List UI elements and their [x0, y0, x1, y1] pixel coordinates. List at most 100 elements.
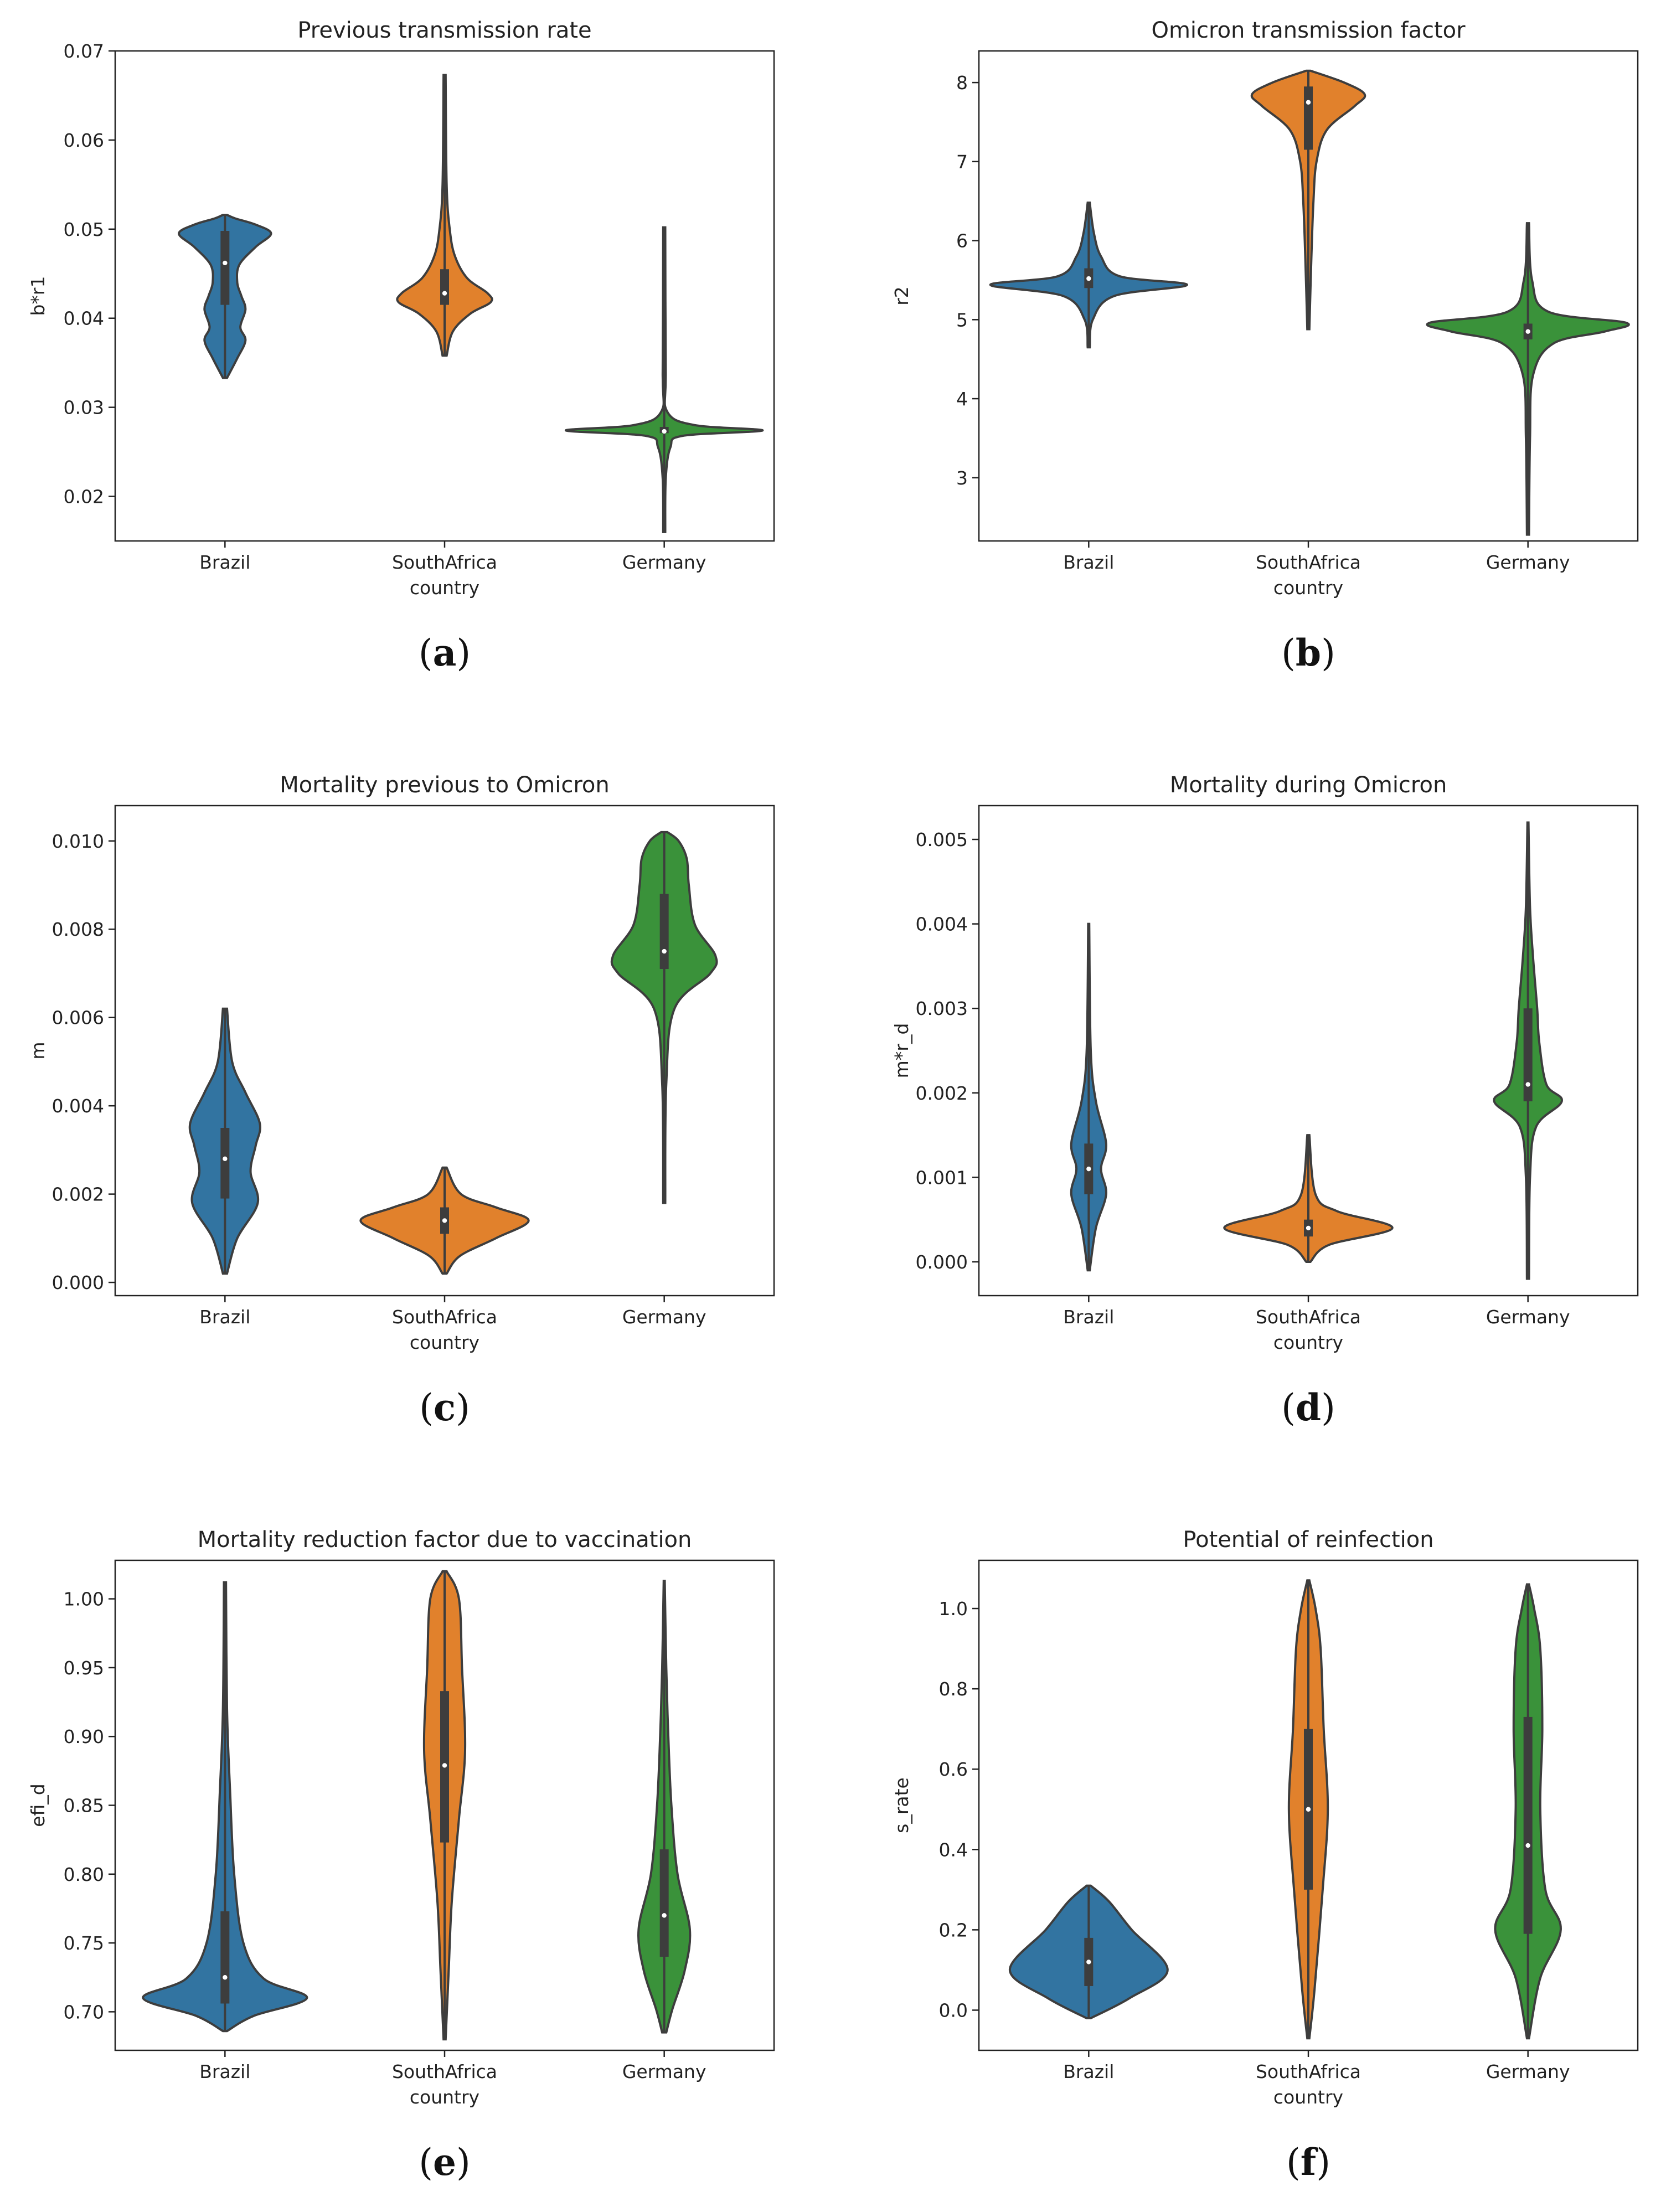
x-axis-label: country — [1273, 2086, 1343, 2108]
panel-title: Mortality previous to Omicron — [280, 772, 609, 798]
iqr-box-brazil — [220, 1911, 230, 2004]
panel-title: Mortality during Omicron — [1170, 772, 1447, 798]
panel-caption: (b) — [1281, 631, 1335, 674]
median-marker-germany — [1525, 1082, 1530, 1087]
x-tick-label: Brazil — [199, 1306, 250, 1328]
y-tick-label: 0.6 — [939, 1759, 968, 1780]
y-tick-label: 6 — [956, 230, 968, 252]
x-tick-label: Germany — [1486, 1306, 1570, 1328]
y-tick-label: 0.003 — [916, 998, 968, 1019]
iqr-box-brazil — [220, 231, 230, 305]
median-marker-brazil — [1086, 1166, 1091, 1172]
x-tick-label: Brazil — [199, 2061, 250, 2082]
y-tick-label: 0.004 — [52, 1095, 104, 1117]
x-tick-label: Brazil — [1063, 551, 1114, 573]
y-tick-label: 0.004 — [916, 914, 968, 935]
panel-b: Omicron transmission factor 3 4 5 6 7 8 Brazil S… — [891, 18, 1639, 674]
y-tick-label: 0.4 — [939, 1839, 968, 1860]
x-axis-label: country — [1273, 577, 1343, 599]
panel-caption: (f) — [1286, 2141, 1330, 2184]
x-tick-label: Germany — [1486, 2061, 1570, 2082]
y-tick-label: 4 — [956, 388, 968, 410]
x-tick-label: Brazil — [1063, 1306, 1114, 1328]
x-axis-label: country — [1273, 1332, 1343, 1353]
x-axis-label: country — [410, 577, 479, 599]
panel-title: Potential of reinfection — [1183, 1527, 1433, 1553]
y-tick-label: 0.005 — [916, 829, 968, 850]
iqr-box-southafrica — [1304, 86, 1313, 150]
y-axis-label: s_rate — [891, 1777, 912, 1833]
y-axis-label: m — [27, 1041, 49, 1059]
iqr-box-germany — [1523, 1008, 1533, 1102]
median-marker-germany — [662, 1913, 667, 1918]
y-tick-label: 8 — [956, 72, 968, 94]
y-tick-label: 0.000 — [52, 1272, 104, 1293]
median-marker-brazil — [223, 1975, 228, 1980]
x-tick-label: Germany — [622, 1306, 706, 1328]
iqr-box-southafrica — [440, 269, 449, 305]
median-marker-southafrica — [442, 291, 447, 296]
x-tick-label: Germany — [622, 2061, 706, 2082]
iqr-box-germany — [659, 1849, 669, 1957]
y-tick-label: 0.010 — [52, 831, 104, 852]
y-tick-label: 0.006 — [52, 1007, 104, 1029]
y-tick-label: 0.008 — [52, 919, 104, 940]
median-marker-southafrica — [1306, 1225, 1311, 1231]
x-tick-label: Germany — [622, 551, 706, 573]
y-axis-label: m*r_d — [891, 1023, 912, 1079]
y-tick-label: 0.0 — [939, 1999, 968, 2021]
y-tick-label: 0.02 — [64, 486, 104, 508]
y-tick-label: 0.05 — [64, 219, 104, 240]
panel-caption: (c) — [419, 1386, 470, 1429]
median-marker-brazil — [1086, 276, 1091, 281]
panel-caption: (e) — [419, 2141, 471, 2184]
median-marker-brazil — [223, 260, 228, 266]
median-marker-brazil — [223, 1156, 228, 1162]
median-marker-southafrica — [1306, 100, 1311, 105]
y-tick-label: 0.03 — [64, 397, 104, 419]
y-tick-label: 1.0 — [939, 1598, 968, 1620]
y-tick-label: 1.00 — [64, 1589, 104, 1610]
iqr-box-germany — [1523, 1716, 1533, 1934]
median-marker-germany — [1525, 329, 1530, 334]
panel-title: Previous transmission rate — [297, 18, 591, 43]
panel-title: Mortality reduction factor due to vaccin… — [198, 1527, 692, 1553]
median-marker-brazil — [1086, 1960, 1091, 1964]
y-tick-label: 0.002 — [916, 1082, 968, 1104]
median-marker-germany — [1525, 1843, 1530, 1848]
y-tick-label: 7 — [956, 151, 968, 173]
y-tick-label: 0.06 — [64, 130, 104, 151]
panel-e: Mortality reduction factor due to vaccin… — [27, 1527, 775, 2184]
y-tick-label: 0.001 — [916, 1167, 968, 1188]
y-tick-label: 5 — [956, 309, 968, 331]
iqr-box-brazil — [220, 1128, 230, 1199]
median-marker-southafrica — [1306, 1807, 1311, 1812]
x-axis-label: country — [410, 2086, 479, 2108]
y-axis-label: r2 — [891, 286, 912, 306]
panel-caption: (d) — [1281, 1386, 1335, 1429]
y-tick-label: 0.07 — [64, 40, 104, 62]
median-marker-southafrica — [442, 1218, 447, 1223]
y-tick-label: 0.95 — [64, 1657, 104, 1679]
median-marker-germany — [662, 948, 667, 954]
x-tick-label: SouthAfrica — [1256, 551, 1361, 573]
x-tick-label: SouthAfrica — [392, 2061, 497, 2082]
iqr-box-germany — [659, 894, 669, 969]
panel-a: Previous transmission rate 0.02 0.03 0.04 0.… — [27, 18, 775, 674]
panel-caption: (a) — [419, 631, 471, 674]
y-tick-label: 0.90 — [64, 1726, 104, 1747]
panel-c: Mortality previous to Omicron 0.000 0.002 0… — [27, 772, 775, 1429]
x-tick-label: SouthAfrica — [1256, 1306, 1361, 1328]
x-tick-label: SouthAfrica — [392, 1306, 497, 1328]
x-tick-label: Brazil — [1063, 2061, 1114, 2082]
y-tick-label: 0.70 — [64, 2001, 104, 2023]
y-tick-label: 0.002 — [52, 1184, 104, 1205]
panel-d: Mortality during Omicron 0.000 0.001 0.002 0… — [891, 772, 1639, 1429]
y-tick-label: 0.75 — [64, 1932, 104, 1954]
x-axis-label: country — [410, 1332, 479, 1353]
y-axis-label: efi_d — [27, 1783, 49, 1827]
x-tick-label: SouthAfrica — [1256, 2061, 1361, 2082]
y-tick-label: 0.80 — [64, 1864, 104, 1885]
median-marker-germany — [662, 429, 667, 434]
